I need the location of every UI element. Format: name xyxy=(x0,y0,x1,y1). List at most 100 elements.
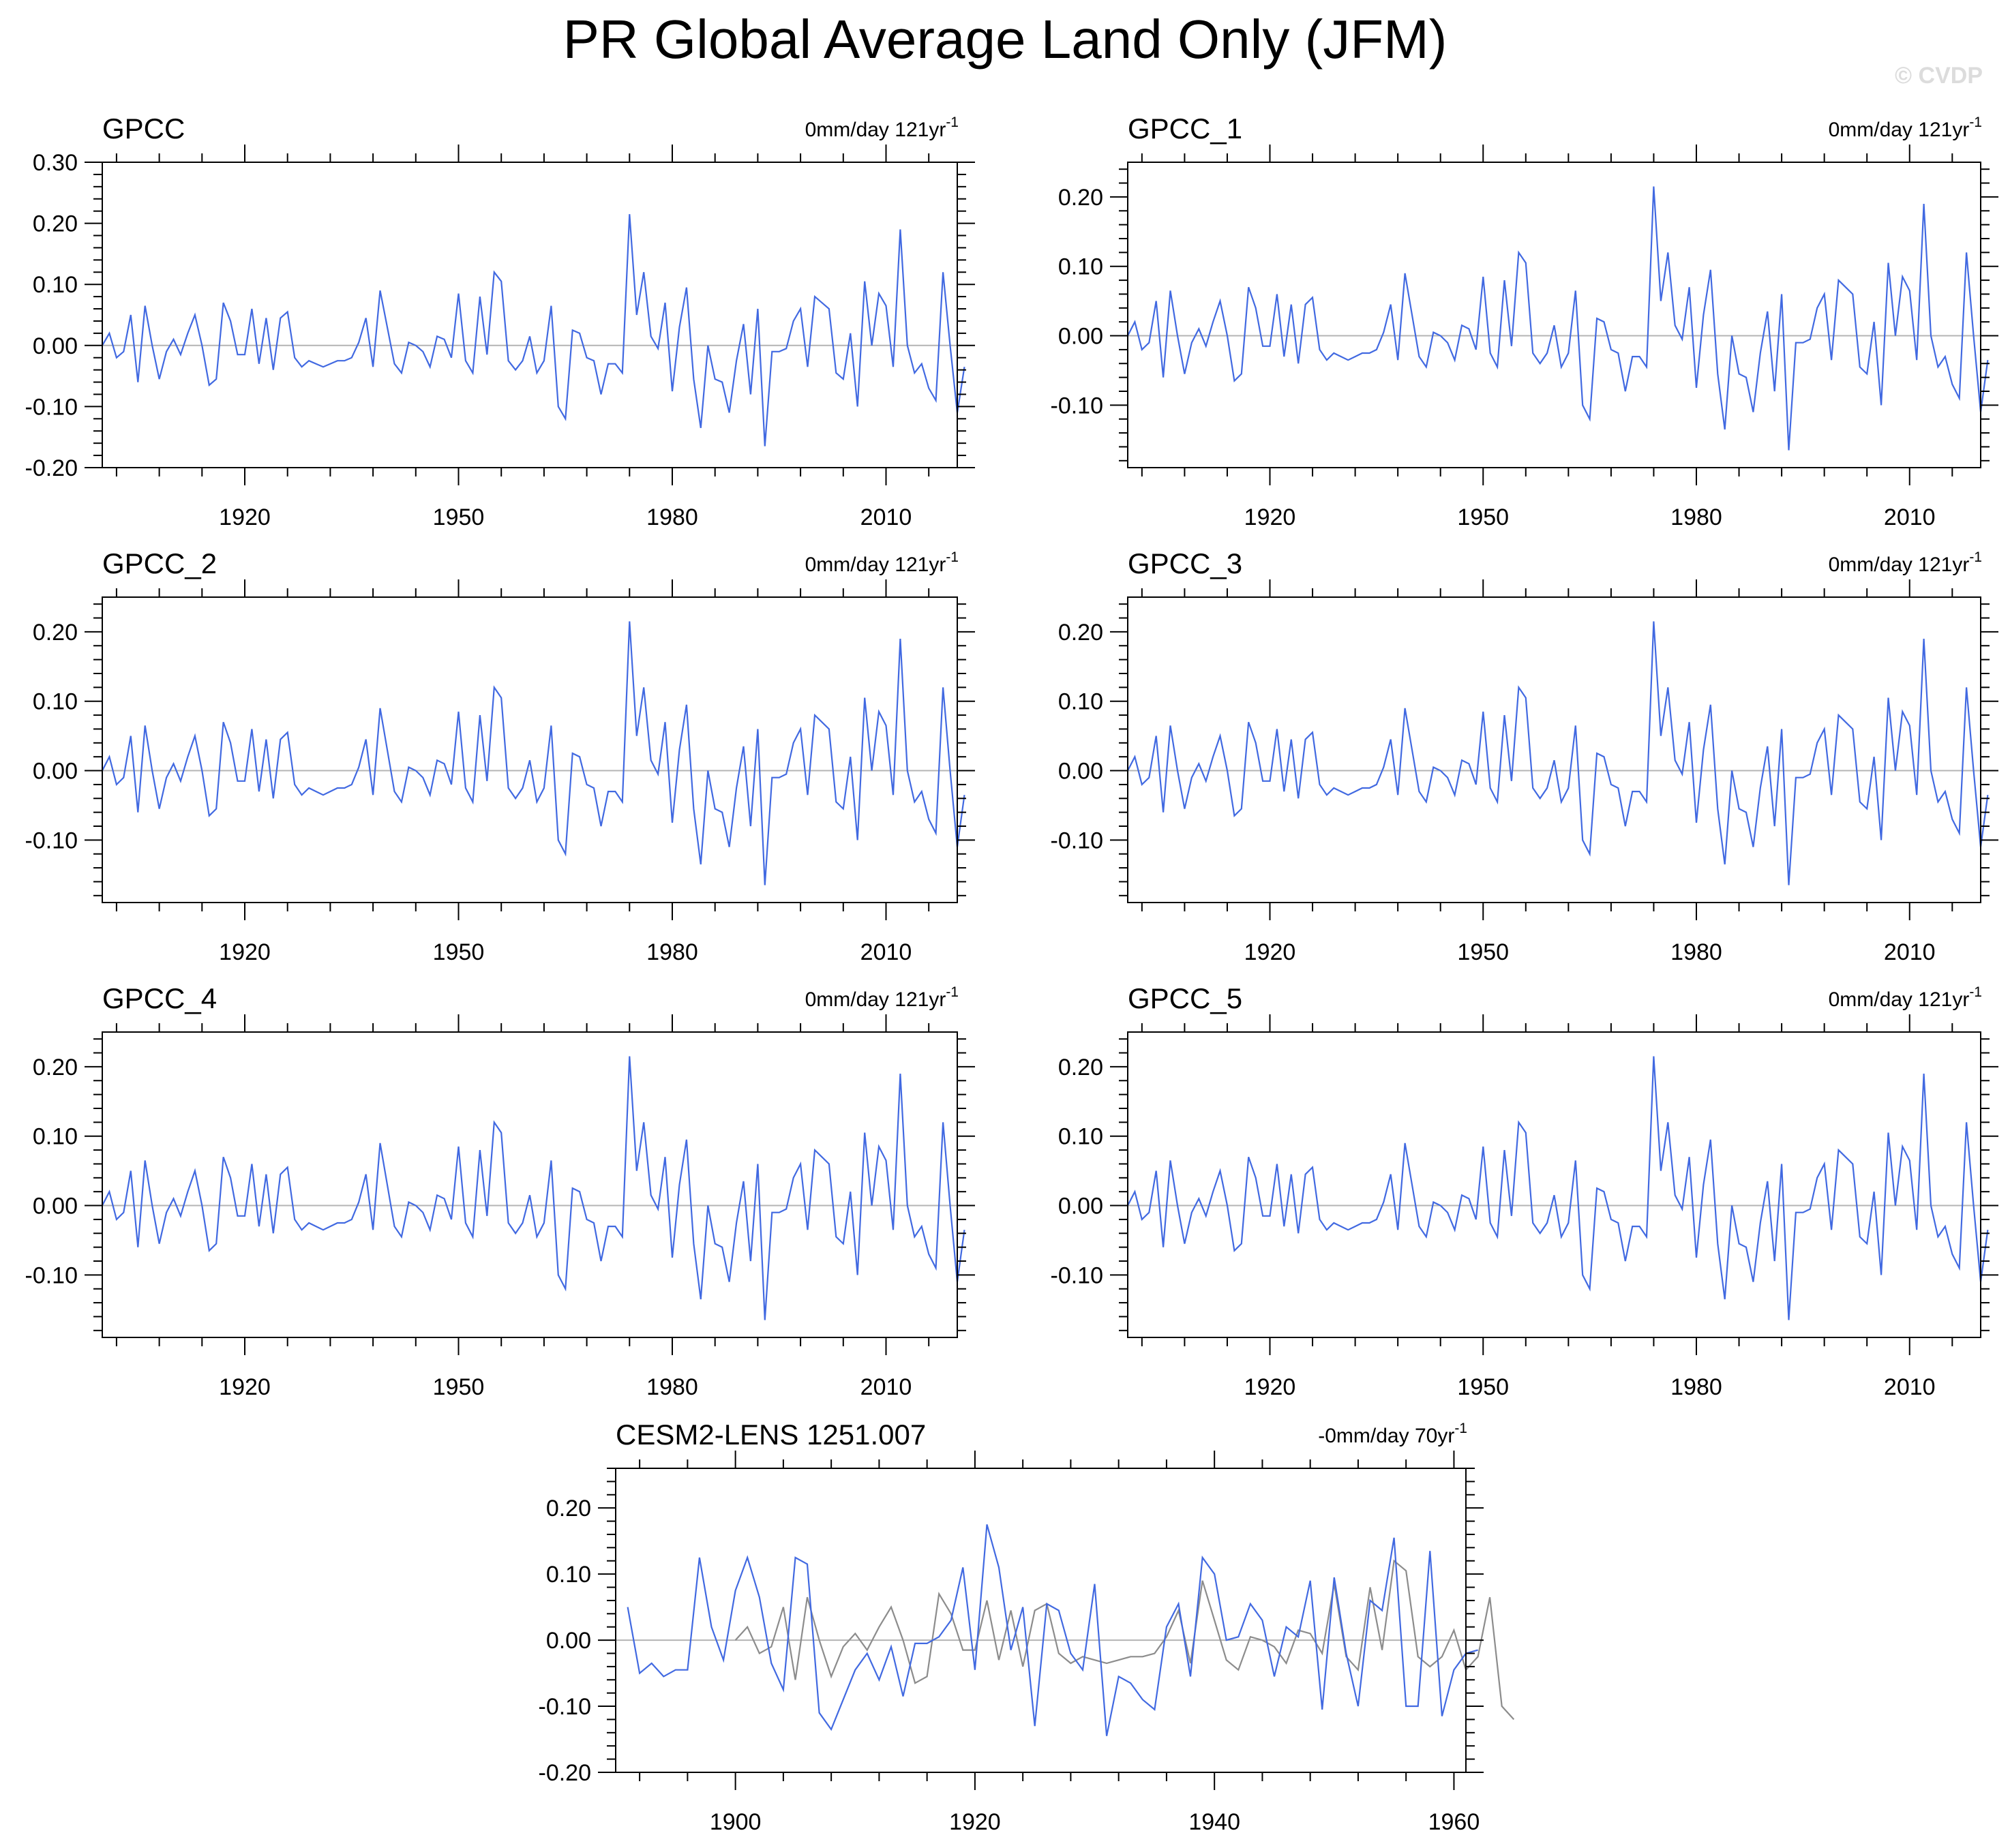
figure-title: PR Global Average Land Only (JFM) xyxy=(562,9,1448,70)
x-tick-label: 1980 xyxy=(1670,1374,1722,1400)
trend-value: 0mm/day 121yr xyxy=(1829,988,1970,1011)
y-tick-label: 0.20 xyxy=(33,1055,78,1080)
x-tick-label: 2010 xyxy=(1884,939,1936,965)
y-tick-label: 0.10 xyxy=(546,1562,591,1588)
plot-frame xyxy=(102,596,958,903)
trend-value: 0mm/day 121yr xyxy=(805,988,946,1011)
panel-title: GPCC_1 xyxy=(1128,112,1242,145)
panel-0: GPCC 0mm/day 121yr-1 -0.20 -0.10 0.00 0.10 0.2… xyxy=(25,112,975,530)
x-tick-label: 1940 xyxy=(1188,1809,1240,1835)
trend-label: 0mm/day 121yr-1 xyxy=(1829,115,1982,141)
x-tick-label: 2010 xyxy=(860,504,912,530)
y-tick-label: 0.00 xyxy=(1058,1194,1103,1220)
y-tick-label: -0.10 xyxy=(1051,1262,1104,1288)
x-tick-label: 1950 xyxy=(433,1374,485,1400)
cvdp-watermark: © CVDP xyxy=(1895,63,1983,89)
y-tick-label: 0.00 xyxy=(1058,759,1103,785)
y-tick-label: 0.10 xyxy=(33,1124,78,1150)
x-tick-label: 1950 xyxy=(433,939,485,965)
trend-label: 0mm/day 121yr-1 xyxy=(805,549,959,576)
series-line xyxy=(102,1056,965,1320)
trend-exponent: -1 xyxy=(946,549,959,565)
x-tick-label: 1980 xyxy=(1670,939,1722,965)
x-tick-label: 1920 xyxy=(1244,1374,1296,1400)
series-line xyxy=(1127,186,1989,451)
y-tick-label: -0.20 xyxy=(539,1760,592,1786)
panel-6: CESM2-LENS 1251.007 -0mm/day 70yr-1 -0.20 -… xyxy=(539,1419,1515,1835)
y-tick-label: -0.10 xyxy=(25,394,78,420)
x-tick-label: 2010 xyxy=(860,939,912,965)
panel-2: GPCC_2 0mm/day 121yr-1 -0.10 0.00 0.10 0.20 19… xyxy=(25,547,975,965)
y-tick-label: 0.10 xyxy=(33,689,78,715)
x-tick-label: 1950 xyxy=(1457,504,1509,530)
series-line xyxy=(102,621,965,885)
y-tick-label: 0.20 xyxy=(33,211,78,237)
panel-4: GPCC_4 0mm/day 121yr-1 -0.10 0.00 0.10 0.20 19… xyxy=(25,982,975,1400)
y-tick-label: -0.10 xyxy=(539,1694,592,1720)
plot-frame xyxy=(1127,596,1981,903)
x-tick-label: 1920 xyxy=(219,504,271,530)
y-tick-label: 0.10 xyxy=(1058,1124,1103,1150)
plot-frame xyxy=(102,1031,958,1338)
panel-title: GPCC_3 xyxy=(1128,547,1242,579)
y-tick-label: 0.10 xyxy=(1058,254,1103,280)
x-tick-label: 1980 xyxy=(646,504,698,530)
y-tick-label: 0.30 xyxy=(33,150,78,176)
plot-frame xyxy=(1127,1031,1981,1338)
trend-value: -0mm/day 70yr xyxy=(1318,1425,1454,1447)
y-tick-label: -0.20 xyxy=(25,455,78,481)
x-tick-label: 1920 xyxy=(219,1374,271,1400)
x-tick-label: 2010 xyxy=(1884,504,1936,530)
x-tick-label: 1980 xyxy=(646,939,698,965)
panel-title: GPCC_4 xyxy=(102,982,217,1014)
y-tick-label: -0.10 xyxy=(1051,828,1104,853)
x-tick-label: 2010 xyxy=(860,1374,912,1400)
trend-value: 0mm/day 121yr xyxy=(1829,554,1970,576)
series-line xyxy=(102,214,965,446)
y-tick-label: 0.00 xyxy=(1058,324,1103,350)
panel-title: GPCC xyxy=(102,112,185,145)
trend-label: 0mm/day 121yr-1 xyxy=(1829,984,1982,1011)
trend-value: 0mm/day 121yr xyxy=(805,119,946,141)
plot-frame xyxy=(615,1468,1467,1773)
x-tick-label: 1980 xyxy=(646,1374,698,1400)
trend-label: -0mm/day 70yr-1 xyxy=(1318,1421,1467,1447)
y-tick-label: 0.10 xyxy=(33,272,78,298)
x-tick-label: 1960 xyxy=(1428,1809,1480,1835)
x-tick-label: 1920 xyxy=(219,939,271,965)
trend-label: 0mm/day 121yr-1 xyxy=(1829,549,1982,576)
y-tick-label: 0.10 xyxy=(1058,689,1103,715)
panel-title: GPCC_2 xyxy=(102,547,217,579)
trend-value: 0mm/day 121yr xyxy=(805,554,946,576)
y-tick-label: 0.00 xyxy=(33,333,78,359)
trend-exponent: -1 xyxy=(1969,984,1982,1000)
trend-label: 0mm/day 121yr-1 xyxy=(805,115,959,141)
panel-1: GPCC_1 0mm/day 121yr-1 -0.10 0.00 0.10 0.20 19… xyxy=(1051,112,1998,530)
panel-title: GPCC_5 xyxy=(1128,982,1242,1014)
plot-frame xyxy=(1127,162,1981,468)
panel-5: GPCC_5 0mm/day 121yr-1 -0.10 0.00 0.10 0.20 19… xyxy=(1051,982,1998,1400)
series-line xyxy=(1127,1056,1989,1320)
y-tick-label: -0.10 xyxy=(25,1262,78,1288)
y-tick-label: 0.20 xyxy=(1058,185,1103,211)
x-tick-label: 1920 xyxy=(1244,504,1296,530)
trend-exponent: -1 xyxy=(946,984,959,1000)
plot-frame xyxy=(102,162,958,468)
trend-label: 0mm/day 121yr-1 xyxy=(805,984,959,1011)
x-tick-label: 1950 xyxy=(1457,1374,1509,1400)
trend-exponent: -1 xyxy=(1969,549,1982,565)
x-tick-label: 1900 xyxy=(710,1809,762,1835)
y-tick-label: 0.00 xyxy=(546,1628,591,1654)
panel-3: GPCC_3 0mm/day 121yr-1 -0.10 0.00 0.10 0.20 19… xyxy=(1051,547,1998,965)
x-tick-label: 1920 xyxy=(949,1809,1001,1835)
x-tick-label: 1920 xyxy=(1244,939,1296,965)
trend-exponent: -1 xyxy=(946,115,959,130)
x-tick-label: 1980 xyxy=(1670,504,1722,530)
secondary-series-line xyxy=(734,1559,1515,1721)
y-tick-label: -0.10 xyxy=(1051,393,1104,419)
x-tick-label: 1950 xyxy=(433,504,485,530)
y-tick-label: 0.20 xyxy=(1058,1055,1103,1080)
x-tick-label: 2010 xyxy=(1884,1374,1936,1400)
